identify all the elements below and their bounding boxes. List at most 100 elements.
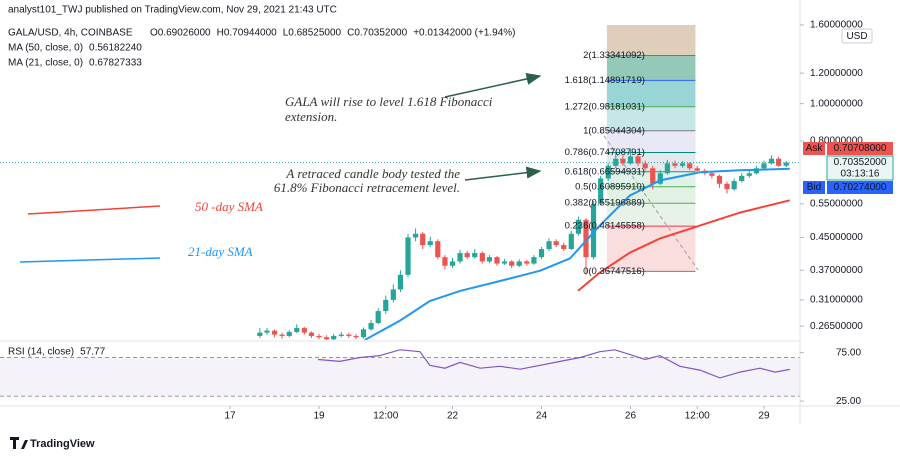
ohlc-value: 0.69026000 (158, 28, 211, 39)
candle-body (323, 337, 330, 340)
candle-body (479, 253, 485, 262)
ask-price-tag (827, 142, 893, 155)
fib-label: 1.618(1.14891719) (565, 75, 645, 86)
chart-title: analyst101_TWJ published on TradingView.… (8, 5, 337, 16)
candle-body (301, 328, 307, 333)
candle-body (524, 261, 530, 264)
candle-body (397, 274, 404, 290)
candle-body (338, 334, 344, 336)
rsi-tick-label: 25.00 (836, 396, 861, 407)
candle-body (716, 175, 723, 184)
arrow (464, 166, 542, 181)
candle-body (590, 203, 597, 258)
fib-label: 0.5(0.60895910) (575, 181, 645, 192)
trend-line (599, 129, 699, 271)
ohlc-key: O (150, 28, 158, 39)
candle-body (635, 156, 641, 164)
currency[interactable]: USD (846, 31, 867, 42)
rsi-name: RSI (14, close) (8, 347, 74, 358)
ma-legend-value: 0.56182240 (89, 43, 142, 54)
sma-note-line (27, 205, 161, 215)
candle-body (435, 241, 441, 258)
x-tick-label: 22 (447, 411, 459, 422)
y-tick-label: 1.60000000 (810, 20, 863, 31)
x-tick-label: 29 (758, 411, 770, 422)
ma-line (577, 199, 791, 292)
annotation: A retraced candle body tested the (285, 166, 460, 181)
fib-band (606, 106, 696, 131)
fib-band (606, 203, 696, 227)
brand: TradingView (30, 438, 95, 450)
y-tick-label: 0.31000000 (810, 295, 863, 306)
candle-body (516, 261, 522, 266)
ohlc-key: L (283, 28, 289, 39)
annotation: 61.8% Fibonacci retracement level. (274, 180, 460, 195)
candle-body (457, 253, 463, 262)
candle-body (657, 173, 663, 184)
ask-tag (803, 142, 825, 155)
candle-body (531, 257, 537, 264)
y-tick-label: 1.20000000 (810, 68, 863, 79)
ohlc-value: +0.01342000 (+1.94%) (413, 28, 515, 39)
ma-legend-value: 0.67827333 (89, 58, 142, 69)
fib-label: 0.618(0.66594931) (565, 166, 645, 177)
candle-body (724, 183, 730, 190)
countdown: 03:13:16 (841, 169, 880, 180)
ma-legend-name: MA (21, close, 0) (8, 58, 83, 69)
sma-note: 50 -day SMA (195, 199, 263, 214)
candle-body (331, 335, 337, 340)
annotation: extension. (285, 109, 337, 124)
candle-body (472, 253, 478, 258)
fib-label: 2(1.33341092) (583, 50, 645, 61)
y-tick-label: 1.00000000 (810, 98, 863, 109)
candle-body (442, 257, 448, 266)
candle-body (598, 178, 604, 204)
candle-body (257, 332, 263, 336)
x-tick-label: 12:00 (373, 411, 398, 422)
sma-note: 21-day SMA (188, 244, 253, 259)
candle-body (694, 168, 700, 171)
last-price: 0.70352000 (834, 157, 887, 168)
y-tick-label: 0.55000000 (810, 198, 863, 209)
candle-body (731, 181, 737, 190)
candle-body (546, 241, 552, 250)
y-tick-label: 0.80000000 (810, 136, 863, 147)
candle-body (449, 261, 456, 266)
candle-body (620, 158, 626, 164)
ask-price: 0.70708000 (834, 143, 887, 154)
brand-logo: TradingView (10, 437, 95, 450)
candle-body (605, 165, 611, 179)
ohlc-value: 0.68525000 (288, 28, 341, 39)
x-tick-label: 24 (536, 411, 548, 422)
bid-price-tag (827, 181, 893, 194)
x-tick-label: 12:00 (685, 411, 710, 422)
candle-body (746, 173, 752, 176)
price-layer (0, 149, 800, 340)
candle-body (553, 241, 559, 246)
candle-body (679, 163, 686, 166)
ohlc-key: C (347, 28, 354, 39)
fib-label: 0(0.36747516) (583, 266, 645, 277)
fib-band (606, 25, 696, 56)
candle-body (761, 163, 767, 169)
candle-body (501, 261, 508, 264)
x-tick-label: 26 (625, 411, 637, 422)
annotation: GALA will rise to level 1.618 Fibonacci (285, 94, 493, 109)
fib-band (606, 55, 696, 81)
candle-body (360, 329, 367, 338)
ma-legend-name: MA (50, close, 0) (8, 43, 83, 54)
currency-box[interactable] (841, 28, 873, 44)
arrow (444, 73, 542, 98)
candle-body (583, 219, 589, 258)
candle-body (279, 334, 285, 336)
rsi-line (318, 349, 790, 379)
candle-body (486, 257, 493, 262)
candle-body (427, 241, 433, 246)
candle-body (264, 330, 270, 333)
candle-body (368, 323, 374, 330)
rsi-tick-label: 75.00 (836, 347, 861, 358)
candle-body (346, 334, 352, 336)
candle-body (316, 335, 322, 338)
candle-body (627, 156, 634, 164)
